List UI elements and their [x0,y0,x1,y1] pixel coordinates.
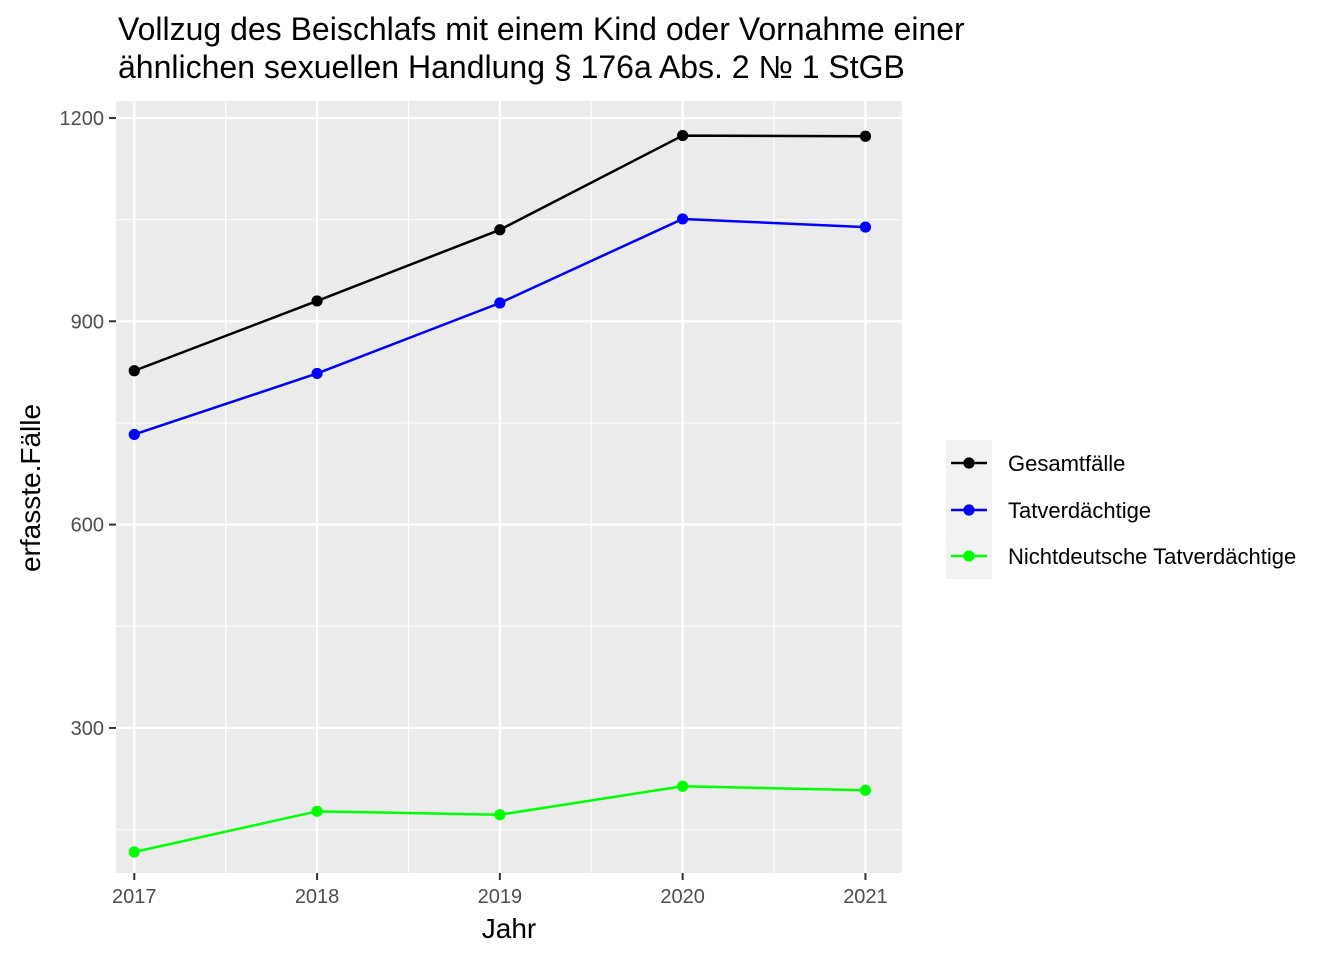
y-tick-label: 1200 [60,108,105,130]
x-tick-label: 2020 [660,886,705,908]
major-gridlines [116,101,902,873]
data-point [859,784,872,796]
data-point [494,297,506,309]
y-tick-label: 900 [71,311,104,333]
legend-key-point [963,504,975,516]
data-point [311,367,323,380]
chart-title: Vollzug des Beischlafs mit einem Kind od… [118,11,965,85]
legend-label: Tatverdächtige [1008,498,1151,523]
data-point [859,221,872,233]
data-point [311,295,323,307]
data-point [677,780,689,792]
data-point [677,213,689,225]
data-point [128,846,140,858]
series-layer [128,129,872,858]
data-point [677,129,689,142]
data-point [128,428,140,441]
data-point [128,365,140,377]
y-axis-title: erfasste.Fälle [15,404,46,572]
x-tick-label: 2019 [478,886,523,908]
legend-label: Nichtdeutsche Tatverdächtige [1008,544,1296,569]
series-3 [128,780,872,858]
chart-title-line-1: Vollzug des Beischlafs mit einem Kind od… [118,11,965,47]
legend-label: Gesamtfälle [1008,451,1125,476]
data-point [311,805,323,817]
x-axis-title: Jahr [482,913,536,944]
legend: Gesamtfälle Tatverdächtige Nichtdeutsche T… [946,440,1296,579]
series-2 [128,213,872,441]
x-tick-label: 2021 [843,886,888,908]
minor-gridlines [116,101,902,873]
legend-key-point [963,457,975,469]
chart-title-line-2: ähnlichen sexuellen Handlung § 176a Abs.… [118,49,905,85]
data-point [859,130,872,142]
x-tick-label: 2018 [295,886,340,908]
series-1 [128,129,872,377]
y-tick-label: 600 [71,515,104,537]
data-point [494,224,506,236]
x-tick-label: 2017 [112,886,157,908]
legend-key-point [963,550,975,562]
axes: 300 600 900 1200 2017 2018 2019 2020 2021 [60,108,888,908]
plot-panel [116,101,902,873]
data-point [494,809,506,821]
y-tick-label: 300 [71,718,104,740]
